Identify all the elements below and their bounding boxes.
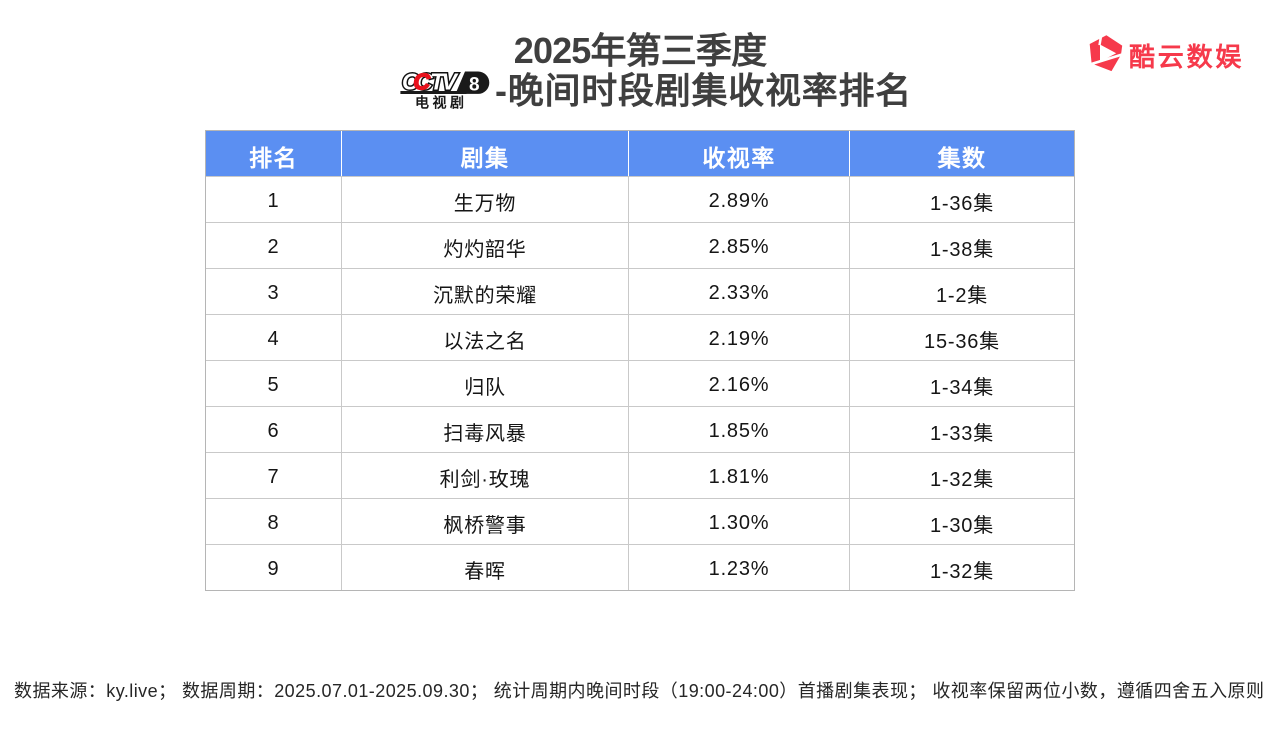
svg-text:C: C — [413, 70, 430, 95]
svg-text:8: 8 — [469, 75, 480, 96]
svg-text:电视剧: 电视剧 — [415, 95, 468, 110]
svg-text:CCTV: CCTV — [402, 70, 458, 95]
